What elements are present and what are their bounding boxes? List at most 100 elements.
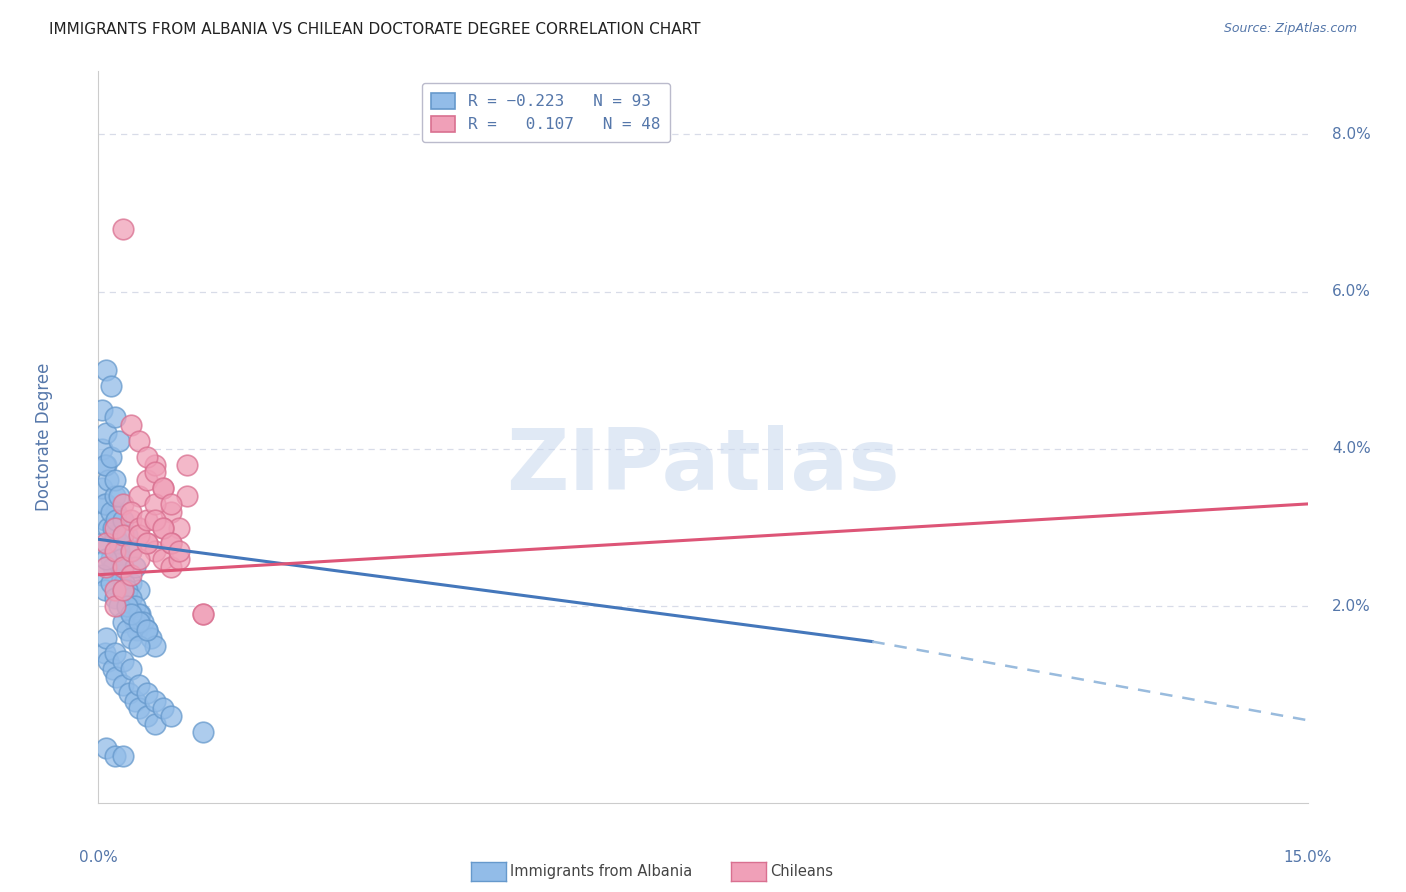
Point — [124, 615, 146, 629]
Point — [128, 607, 150, 621]
Point — [152, 520, 174, 534]
Point — [97, 473, 120, 487]
Point — [135, 536, 157, 550]
Point — [128, 552, 150, 566]
Text: Source: ZipAtlas.com: Source: ZipAtlas.com — [1223, 22, 1357, 36]
Point — [120, 567, 142, 582]
Point — [103, 520, 125, 534]
Point — [167, 552, 190, 566]
Point — [124, 559, 146, 574]
Point — [167, 520, 190, 534]
Text: 6.0%: 6.0% — [1331, 284, 1371, 299]
Point — [111, 748, 134, 763]
Point — [135, 709, 157, 723]
Point — [111, 221, 134, 235]
Point — [103, 599, 125, 614]
Text: 0.0%: 0.0% — [79, 850, 118, 865]
Point — [152, 481, 174, 495]
Text: 15.0%: 15.0% — [1284, 850, 1331, 865]
Point — [91, 402, 114, 417]
Point — [127, 623, 149, 637]
Point — [111, 497, 134, 511]
Text: ZIPatlas: ZIPatlas — [506, 425, 900, 508]
Point — [160, 536, 183, 550]
Point — [115, 528, 138, 542]
Point — [135, 473, 157, 487]
Point — [94, 583, 117, 598]
Point — [107, 489, 129, 503]
Text: 4.0%: 4.0% — [1331, 442, 1371, 457]
Point — [111, 615, 134, 629]
Point — [120, 418, 142, 433]
Point — [111, 583, 134, 598]
Point — [160, 559, 183, 574]
Point — [111, 559, 134, 574]
Point — [96, 552, 118, 566]
Point — [143, 466, 166, 480]
Point — [110, 567, 132, 582]
Point — [94, 497, 117, 511]
Point — [115, 583, 138, 598]
Point — [124, 693, 146, 707]
Point — [193, 607, 215, 621]
Point — [115, 623, 138, 637]
Point — [160, 497, 183, 511]
Point — [135, 536, 157, 550]
Point — [128, 434, 150, 448]
Point — [176, 458, 198, 472]
Point — [105, 505, 128, 519]
Point — [91, 442, 114, 456]
Point — [135, 623, 157, 637]
Point — [120, 513, 142, 527]
Point — [103, 528, 125, 542]
Point — [101, 559, 124, 574]
Point — [96, 559, 118, 574]
Text: 8.0%: 8.0% — [1331, 127, 1371, 142]
Point — [193, 725, 215, 739]
Point — [111, 513, 134, 527]
Point — [107, 536, 129, 550]
Point — [105, 670, 128, 684]
Point — [128, 615, 150, 629]
Point — [103, 748, 125, 763]
Point — [160, 536, 183, 550]
Point — [100, 552, 122, 566]
Point — [96, 458, 118, 472]
Text: IMMIGRANTS FROM ALBANIA VS CHILEAN DOCTORATE DEGREE CORRELATION CHART: IMMIGRANTS FROM ALBANIA VS CHILEAN DOCTO… — [49, 22, 700, 37]
Point — [143, 513, 166, 527]
Point — [152, 701, 174, 715]
Point — [132, 615, 155, 629]
Point — [96, 740, 118, 755]
Point — [107, 544, 129, 558]
Point — [94, 646, 117, 660]
Point — [143, 717, 166, 731]
Point — [115, 591, 138, 606]
Point — [120, 505, 142, 519]
Point — [135, 686, 157, 700]
Point — [120, 662, 142, 676]
Point — [103, 646, 125, 660]
Point — [100, 575, 122, 590]
Point — [110, 552, 132, 566]
Point — [91, 567, 114, 582]
Point — [103, 544, 125, 558]
Point — [105, 513, 128, 527]
Text: Doctorate Degree: Doctorate Degree — [35, 363, 53, 511]
Point — [91, 536, 114, 550]
Point — [129, 607, 152, 621]
Point — [118, 599, 141, 614]
Point — [96, 536, 118, 550]
Point — [97, 520, 120, 534]
Point — [143, 458, 166, 472]
Point — [101, 662, 124, 676]
Point — [135, 623, 157, 637]
Point — [135, 513, 157, 527]
Point — [111, 559, 134, 574]
Point — [128, 678, 150, 692]
Point — [135, 450, 157, 464]
Point — [112, 583, 135, 598]
Legend: R = −0.223   N = 93, R =   0.107   N = 48: R = −0.223 N = 93, R = 0.107 N = 48 — [422, 83, 671, 142]
Point — [176, 489, 198, 503]
Point — [103, 583, 125, 598]
Point — [103, 489, 125, 503]
